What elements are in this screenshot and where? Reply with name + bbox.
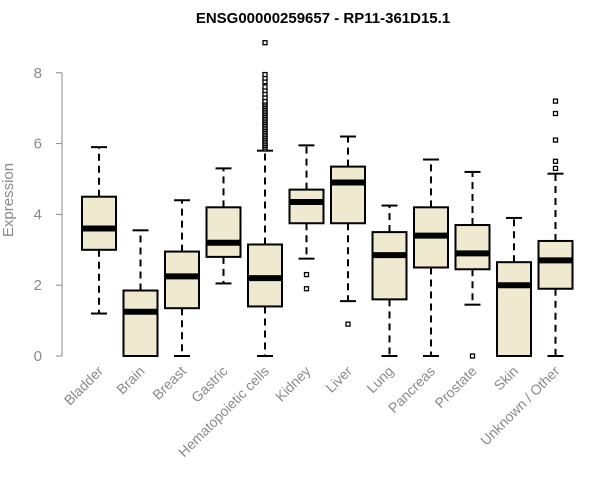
box-body: [164, 250, 200, 310]
outlier-point: [303, 286, 310, 292]
x-tick-label: Kidney: [272, 363, 314, 405]
box-prostate: [454, 170, 491, 359]
box-body: [371, 231, 408, 301]
box-bladder: [81, 146, 117, 315]
outlier-point: [262, 84, 268, 90]
box-lung: [371, 204, 408, 357]
outlier-point: [262, 40, 268, 46]
x-tick-label: Lung: [363, 363, 396, 396]
x-tick-label: Bladder: [61, 363, 107, 409]
box-body: [496, 261, 532, 357]
y-tick-label: 2: [34, 277, 42, 294]
box-brain: [122, 229, 159, 358]
outlier-point: [552, 158, 559, 164]
box-body: [288, 188, 325, 225]
outlier-point: [262, 71, 268, 78]
boxes-group: [81, 40, 574, 359]
y-tick-label: 4: [34, 206, 42, 223]
box-pancreas: [413, 158, 449, 357]
x-tick-label: Liver: [322, 363, 355, 396]
y-tick-label: 8: [34, 65, 42, 82]
chart-title: ENSG00000259657 - RP11-361D15.1: [196, 10, 450, 27]
y-tick-label: 0: [34, 348, 42, 365]
box-hematopoietic-cells: [247, 40, 283, 357]
x-tick-label: Unknown / Other: [477, 363, 563, 449]
box-skin: [496, 216, 532, 357]
x-tick-label: Brain: [113, 363, 147, 397]
outlier-point: [552, 165, 559, 172]
outlier-point: [469, 353, 476, 359]
outlier-point: [552, 110, 559, 117]
box-liver: [330, 135, 366, 327]
y-axis-label: Expression: [0, 163, 17, 237]
outlier-point: [345, 321, 351, 327]
box-body: [205, 206, 242, 258]
x-tick-label: Breast: [149, 363, 189, 403]
outlier-point: [303, 271, 310, 278]
y-tick-label: 6: [34, 136, 42, 153]
box-body: [81, 195, 117, 251]
box-body: [330, 165, 366, 225]
y-axis: 0 2 4 6 8: [34, 65, 63, 365]
box-kidney: [288, 144, 325, 292]
x-tick-label: Skin: [491, 363, 522, 394]
box-body: [122, 289, 159, 358]
x-tick-label: Prostate: [431, 363, 479, 411]
box-unknown-other: [537, 98, 574, 357]
box-body: [454, 224, 491, 271]
outlier-point: [552, 98, 559, 104]
box-body: [537, 239, 574, 290]
outlier-point: [552, 137, 559, 143]
box-gastric: [205, 167, 242, 285]
box-breast: [164, 199, 200, 357]
